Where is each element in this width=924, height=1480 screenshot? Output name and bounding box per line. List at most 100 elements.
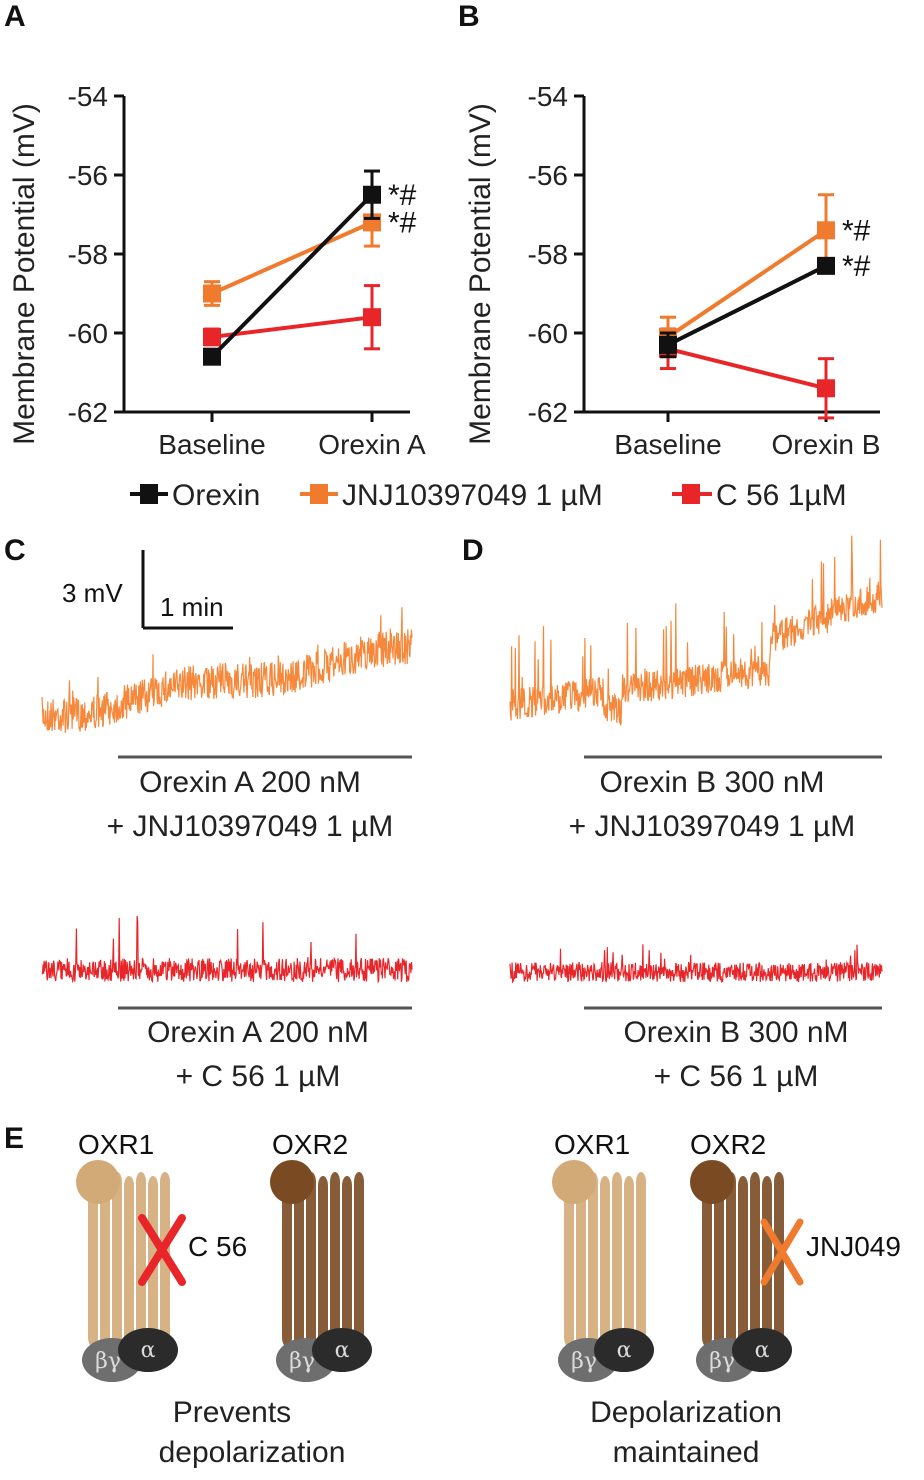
caption-d-bottom-line2: + C 56 1 µM <box>654 1060 819 1093</box>
data-point <box>659 335 677 354</box>
panel-letter-b: B <box>458 0 480 33</box>
y-tick-label: -62 <box>528 397 568 428</box>
blocked-x-jnj <box>760 1218 804 1286</box>
outcome-left-line2: depolarization <box>159 1436 346 1469</box>
y-tick-label: -56 <box>68 160 108 191</box>
drug-label-right: JNJ049 <box>806 1231 901 1262</box>
trace-d-top <box>509 535 883 726</box>
transmembrane-helix <box>124 1176 134 1351</box>
g-protein-left-2: αβγ <box>276 1328 372 1382</box>
panel-letter-d: D <box>462 534 484 567</box>
transmembrane-helix <box>576 1176 586 1351</box>
alpha-subunit <box>594 1328 654 1372</box>
trace-c-top <box>41 607 413 733</box>
significance-label: *# <box>842 250 871 283</box>
data-point <box>817 221 835 240</box>
alpha-subunit <box>118 1328 178 1372</box>
label-oxr2-left: OXR2 <box>272 1129 348 1160</box>
transmembrane-helix <box>636 1172 646 1347</box>
transmembrane-helix <box>624 1176 634 1351</box>
series-line <box>211 315 373 339</box>
alpha-label: α <box>141 1338 156 1363</box>
receptor-oxr1-right <box>552 1160 646 1351</box>
transmembrane-helix <box>750 1172 760 1347</box>
scale-label-mv: 3 mV <box>62 578 123 608</box>
traces <box>41 535 883 984</box>
x-stroke-2 <box>138 1214 186 1286</box>
y-tick-label: -62 <box>68 397 108 428</box>
transmembrane-helix <box>282 1172 292 1347</box>
receptor-oxr2-left <box>270 1160 364 1351</box>
data-point <box>203 347 221 366</box>
series-line <box>667 346 827 391</box>
legend-label-orexin: Orexin <box>172 479 260 512</box>
scale-label-time: 1 min <box>160 592 224 622</box>
trace-d-bottom <box>509 944 883 984</box>
x-tick-label: Orexin B <box>772 429 881 460</box>
schematic-right: OXR1 OXR2 JNJ049 αβγ αβγ Depolarization … <box>552 1129 901 1469</box>
caption-c-bottom-line1: Orexin A 200 nM <box>147 1016 369 1049</box>
legend: Orexin JNJ10397049 1 µM C 56 1µM <box>130 479 847 512</box>
legend-item-orexin: Orexin <box>130 479 260 512</box>
g-protein-right-2: αβγ <box>696 1328 792 1382</box>
alpha-subunit <box>312 1328 372 1372</box>
transmembrane-helix <box>714 1176 724 1351</box>
legend-marker-orexin <box>140 484 158 504</box>
transmembrane-helix <box>702 1172 712 1347</box>
transmembrane-helix <box>136 1172 146 1347</box>
transmembrane-helix <box>88 1172 98 1347</box>
transmembrane-helix <box>354 1172 364 1347</box>
blocked-x-c56 <box>138 1214 186 1286</box>
caption-d-top-line2: + JNJ10397049 1 µM <box>569 810 856 843</box>
x-tick-label: Baseline <box>614 429 721 460</box>
outcome-left-line1: Prevents <box>173 1396 291 1429</box>
y-tick-label: -56 <box>528 160 568 191</box>
x-tick-label: Baseline <box>158 429 265 460</box>
scale-bar: 3 mV 1 min <box>62 550 233 630</box>
panel-letter-e: E <box>4 1122 24 1155</box>
betagamma-label: βγ <box>571 1349 597 1374</box>
panel-letter-a: A <box>4 0 26 33</box>
significance-label: *# <box>388 179 417 212</box>
data-point <box>817 256 835 275</box>
chart-panel-a: -54 -56 -58 -60 -62 Baseline Orexin A Membrane … <box>8 81 426 460</box>
label-oxr2-right: OXR2 <box>690 1129 766 1160</box>
data-point <box>363 308 381 327</box>
g-protein-left-1: αβγ <box>82 1328 178 1382</box>
series-c <box>659 327 835 420</box>
alpha-subunit <box>732 1328 792 1372</box>
series-orexin <box>659 256 835 359</box>
transmembrane-helix <box>612 1172 622 1347</box>
legend-marker-c56 <box>682 484 700 504</box>
drug-label-left: C 56 <box>188 1231 247 1262</box>
transmembrane-helix <box>306 1172 316 1347</box>
transmembrane-helix <box>112 1172 122 1347</box>
transmembrane-helix <box>330 1172 340 1347</box>
series-orexin <box>203 169 381 366</box>
panel-letter-c: C <box>4 534 26 567</box>
transmembrane-helix <box>564 1172 574 1347</box>
x-tick-label: Orexin A <box>318 429 426 460</box>
transmembrane-helix <box>318 1176 328 1351</box>
significance-label: *# <box>842 214 871 247</box>
significance-label: *# <box>388 206 417 239</box>
caption-c-top-line1: Orexin A 200 nM <box>139 766 361 799</box>
outcome-right-line1: Depolarization <box>590 1396 782 1429</box>
trace-c-bottom <box>41 915 413 984</box>
series-line <box>667 264 827 347</box>
y-tick-label: -60 <box>68 318 108 349</box>
y-axis-label: Membrane Potential (mV) <box>8 103 41 445</box>
legend-marker-jnj <box>310 484 328 504</box>
outcome-right-line2: maintained <box>613 1436 760 1469</box>
receptor-oxr2-right <box>690 1160 784 1351</box>
caption-c-top-line2: + JNJ10397049 1 µM <box>107 810 394 843</box>
legend-item-jnj: JNJ10397049 1 µM <box>300 479 603 512</box>
y-tick-label: -54 <box>528 81 568 112</box>
series-c <box>203 284 381 351</box>
transmembrane-helix <box>738 1176 748 1351</box>
transmembrane-helix <box>588 1172 598 1347</box>
y-tick-label: -58 <box>68 239 108 270</box>
legend-label-c56: C 56 1µM <box>716 479 847 512</box>
legend-item-c56: C 56 1µM <box>672 479 847 512</box>
